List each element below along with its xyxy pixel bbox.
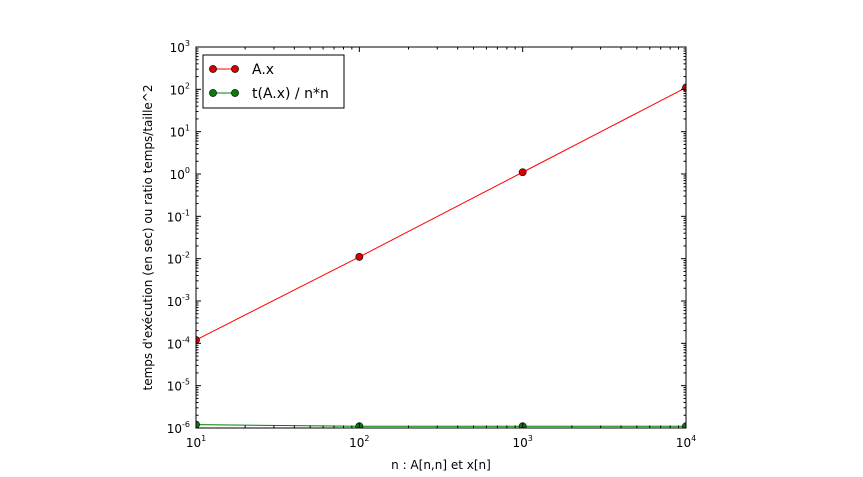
y-tick-label: 102 xyxy=(170,81,190,97)
x-tick-label-exp: 2 xyxy=(364,434,369,443)
y-tick-label-base: 10 xyxy=(167,295,182,309)
plot-frame xyxy=(195,46,687,429)
legend-label-0: A.x xyxy=(252,62,274,78)
series-point-1 xyxy=(196,420,200,428)
x-axis-label: n : A[n,n] et x[n] xyxy=(391,458,491,472)
legend: A.x t(A.x) / n*n xyxy=(202,54,345,109)
y-tick-label-base: 10 xyxy=(167,422,182,436)
plot-layer xyxy=(196,83,686,428)
y-tick-label-base: 10 xyxy=(167,210,182,224)
series-line-1 xyxy=(196,424,686,427)
legend-marker-0 xyxy=(209,65,217,73)
y-tick-label-exp: -2 xyxy=(182,251,190,260)
y-tick-label: 10-5 xyxy=(167,378,190,394)
y-axis-label: temps d'exécution (en sec) ou ratio temp… xyxy=(141,85,155,391)
y-tick-label: 100 xyxy=(170,166,190,182)
y-tick-label: 10-1 xyxy=(167,208,190,224)
y-tick-label-base: 10 xyxy=(170,168,185,182)
legend-marker-0 xyxy=(231,65,239,73)
y-tick-label-base: 10 xyxy=(167,337,182,351)
y-tick-label-exp: 0 xyxy=(185,166,190,175)
legend-marker-1 xyxy=(209,89,217,97)
legend-items: A.x t(A.x) / n*n xyxy=(209,62,329,102)
x-tick-label-base: 10 xyxy=(676,436,691,450)
x-tick-label-base: 10 xyxy=(186,436,201,450)
y-tick-label: 103 xyxy=(170,39,190,55)
ticks-layer: 101 102 103 10410-610-510-410-310-210-11001… xyxy=(167,39,696,450)
y-tick-label-exp: -3 xyxy=(182,293,190,302)
y-tick-label-exp: -6 xyxy=(182,420,190,429)
y-tick-label-base: 10 xyxy=(170,83,185,97)
y-tick-label: 10-2 xyxy=(167,251,190,267)
y-tick-label-exp: 2 xyxy=(185,81,190,90)
x-tick-label-exp: 3 xyxy=(528,434,533,443)
x-tick-label: 104 xyxy=(676,434,696,450)
y-tick-label: 10-4 xyxy=(167,335,190,351)
series-point-0 xyxy=(196,336,200,344)
y-tick-label-base: 10 xyxy=(167,253,182,267)
y-tick-label: 101 xyxy=(170,124,190,140)
x-tick-label-base: 10 xyxy=(512,436,527,450)
y-tick-label-exp: -1 xyxy=(182,208,190,217)
y-tick-label-exp: 3 xyxy=(185,39,190,48)
y-tick-label-base: 10 xyxy=(170,126,185,140)
legend-label-1: t(A.x) / n*n xyxy=(252,86,329,102)
y-tick-label-base: 10 xyxy=(167,380,182,394)
series-group xyxy=(196,83,686,428)
series-point-0 xyxy=(518,168,527,177)
legend-marker-1 xyxy=(231,89,239,97)
legend-box xyxy=(202,54,345,109)
y-tick-label-exp: 1 xyxy=(185,124,190,133)
x-tick-label-base: 10 xyxy=(349,436,364,450)
series-line-0 xyxy=(196,87,686,341)
y-tick-label-base: 10 xyxy=(170,41,185,55)
series-point-1 xyxy=(682,422,686,428)
x-tick-label: 101 xyxy=(186,434,206,450)
x-tick-label-exp: 1 xyxy=(201,434,206,443)
y-tick-label: 10-3 xyxy=(167,293,190,309)
x-tick-label-exp: 4 xyxy=(691,434,696,443)
y-tick-label-exp: -5 xyxy=(182,378,190,387)
y-tick-label: 10-6 xyxy=(167,420,190,436)
y-tick-label-exp: -4 xyxy=(182,335,190,344)
series-point-0 xyxy=(355,253,364,261)
x-tick-label: 102 xyxy=(349,434,369,450)
x-tick-label: 103 xyxy=(512,434,532,450)
